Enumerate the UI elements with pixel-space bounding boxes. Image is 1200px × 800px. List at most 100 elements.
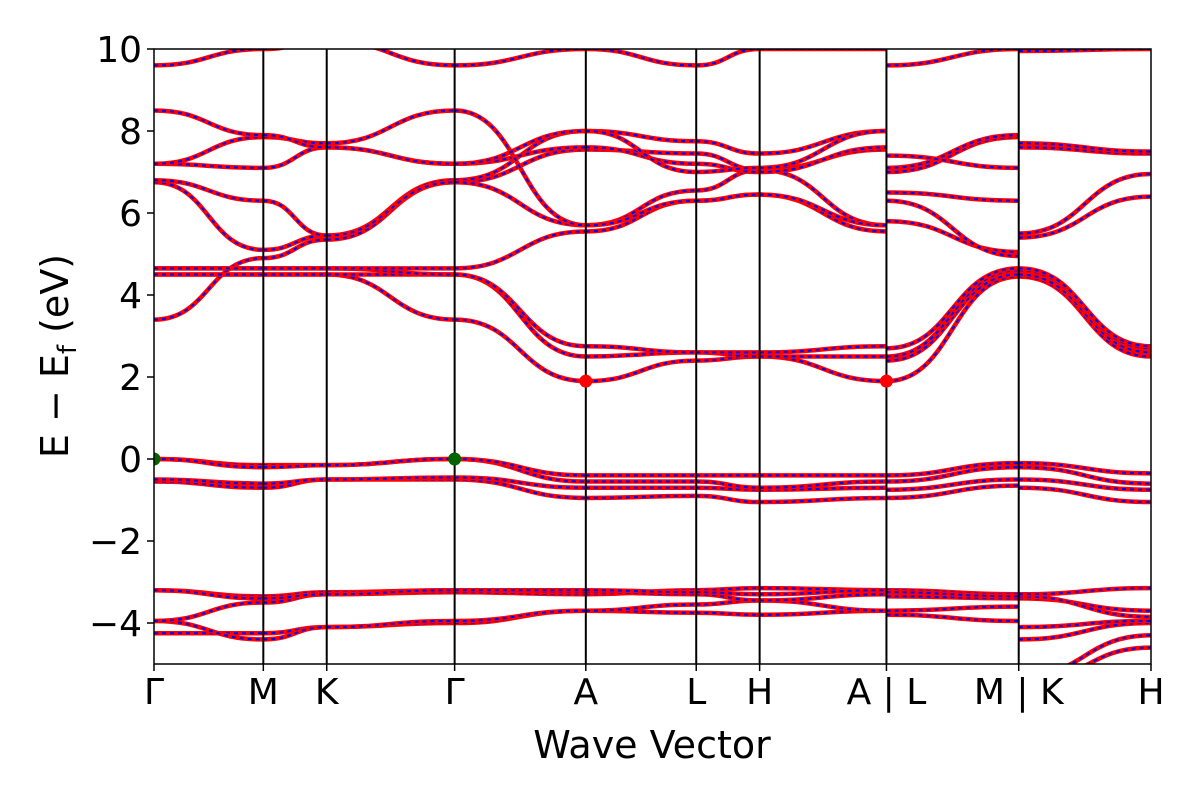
band-line-2-10 [326,272,455,322]
x-tick-label: M [248,672,279,713]
band-line-dash-3-10 [454,318,586,383]
x-axis-title: Wave Vector [533,723,771,767]
y-tick-label: 6 [119,194,142,235]
band-line-dash-6-0 [759,609,887,616]
band-line-dash-7-0 [886,605,1019,612]
band-line-dash-7-10 [886,273,1019,362]
band-line-4-5 [585,493,697,501]
band-line-0-1 [154,618,264,642]
band-line-8-18 [1065,633,1151,664]
vbm-marker [448,452,462,466]
vbm-marker [154,452,161,466]
band-line-dash-1-9 [263,238,327,260]
band-line-4-12 [585,344,697,355]
band-line-dash-5-7 [696,480,760,489]
y-tick-label: −4 [89,604,142,645]
band-line-dash-5-14 [696,140,760,155]
band-line-dash-3-7 [454,458,586,483]
x-tick-label: Γ [144,672,164,713]
band-line-dash-3-11 [454,273,586,358]
band-line-dash-0-18 [154,109,264,137]
band-line-5-4 [696,590,760,597]
band-line-dash-8-10 [1018,273,1151,354]
band-line-dash-4-17 [585,199,697,227]
cbm-marker [879,374,893,388]
band-line-3-15 [454,180,586,228]
band-line-dash-6-5 [759,496,887,504]
band-line-dash-0-9 [154,257,264,321]
band-line-dash-5-3 [696,593,760,602]
x-tick-label: H [1137,672,1164,713]
band-line-8-13 [1018,194,1151,240]
cbm-marker [579,374,593,388]
band-line-dash-8-6 [1018,478,1151,491]
band-line-dash-2-15 [326,181,455,237]
band-line-dash-6-7 [759,480,887,489]
band-line-dash-6-4 [759,589,887,596]
band-line-dash-6-16 [759,146,887,173]
band-line-dash-8-5 [1018,486,1151,504]
band-line-dash-6-14 [759,130,887,155]
band-line-dash-1-16 [263,146,327,169]
band-line-dash-2-17 [326,109,455,145]
band-lines [154,49,1151,664]
band-line-dash-6-2 [759,587,887,592]
band-line-dash-7-6 [886,478,1019,491]
band-line-dash-8-0 [1018,622,1151,641]
y-axis: −4 −2 0 2 4 6 8 10 [89,30,154,645]
high-symmetry-lines [262,49,1020,664]
band-line-dash-2-8 [326,458,455,467]
band-line-dash-8-7 [1018,466,1151,485]
band-line-dash-5-17 [696,193,760,202]
band-line-dash-4-16 [585,146,697,165]
x-tick-label: L [686,672,706,713]
band-line-dash-7-14 [886,199,1019,258]
band-line-dash-6-3 [759,593,887,602]
band-line-dash-3-5 [454,478,586,499]
band-line-1-19 [263,49,288,52]
y-axis-title: E − Ef (eV) [33,254,83,458]
x-tick-label: Γ [445,672,465,713]
band-line-1-4 [263,592,327,601]
band-line-dash-6-12 [759,345,887,354]
band-line-dash-7-18 [886,154,1019,169]
band-line-dash-2-1 [326,619,455,629]
band-line-dash-6-18 [759,130,887,169]
band-line-dash-7-5 [886,484,1019,499]
band-line-dash-7-11 [886,269,1019,358]
band-line-5-18 [696,165,760,175]
band-line-dash-7-1 [886,613,1019,622]
band-line-dash-3-17 [454,109,586,227]
band-line-dash-7-12 [886,267,1019,350]
band-line-dash-5-5 [696,494,760,504]
y-axis-title-main: E − E [33,354,77,458]
band-line-1-8 [263,462,327,470]
band-line-4-4 [585,587,697,595]
band-line-1-15 [263,198,327,238]
band-line-0-19 [154,49,264,68]
y-tick-label: 10 [96,30,142,71]
band-line-7-17 [886,132,1019,171]
y-tick-label: 2 [119,358,142,399]
band-line-dash-2-6 [326,476,455,481]
x-tick-label: A | L [847,672,927,713]
band-line-dash-2-19 [376,49,455,67]
band-line-0-8 [154,456,264,470]
x-tick-label: H [746,672,773,713]
band-line-3-18 [454,128,586,167]
band-line-0-2 [154,600,264,624]
y-axis-title-subscript: f [53,344,83,354]
band-line-dash-4-15 [585,189,697,227]
band-line-dash-6-10 [759,355,887,383]
plot-frame [153,48,1152,665]
band-line-2-15 [326,180,455,238]
band-line-dash-3-6 [454,476,586,489]
band-line-8-10 [1018,272,1151,355]
band-line-dash-8-14 [1018,173,1151,235]
band-line-dash-8-8 [1018,462,1151,475]
band-line-dash-7-7 [886,466,1019,483]
band-edge-markers [154,374,893,466]
band-line-8-19 [1083,645,1151,664]
